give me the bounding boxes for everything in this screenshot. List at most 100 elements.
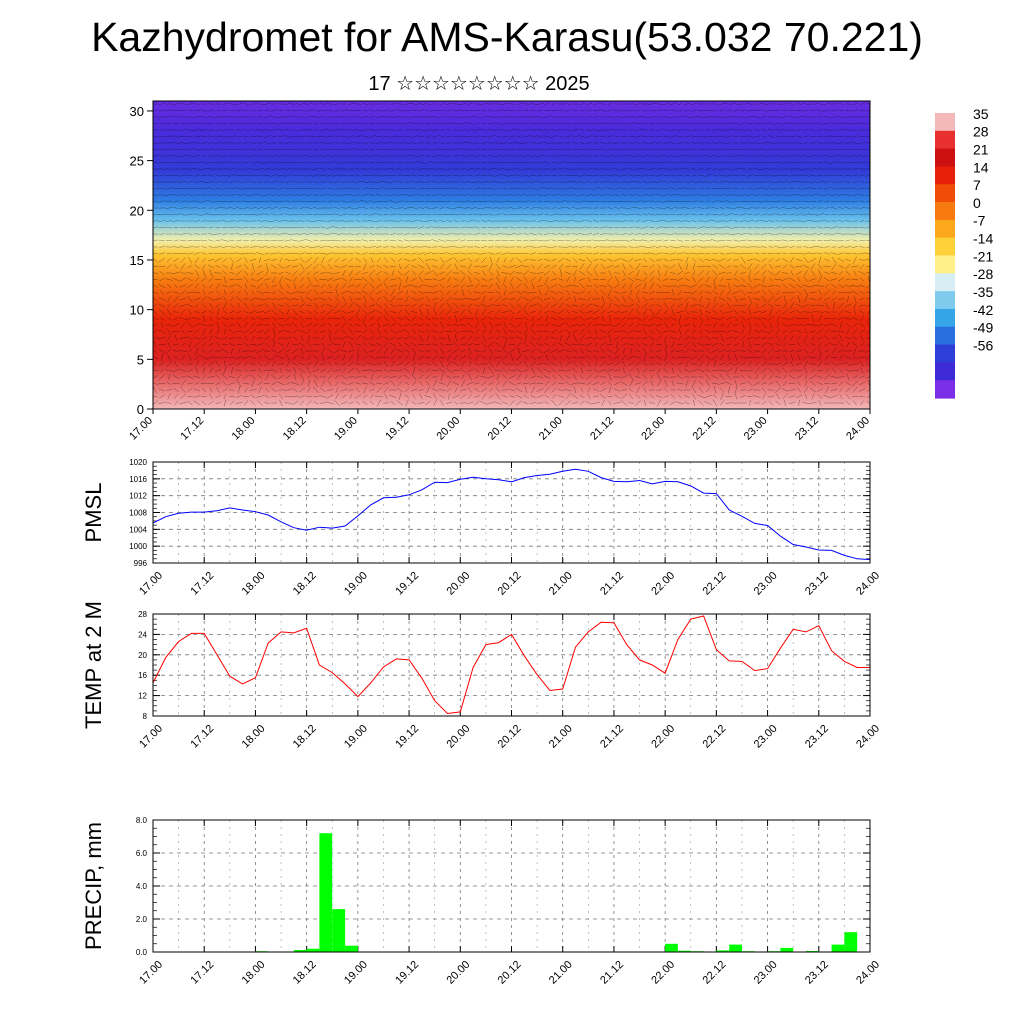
wind-barb [342, 341, 346, 348]
wind-barb [754, 122, 760, 125]
wind-barb [550, 129, 558, 131]
wind-barb [655, 174, 663, 177]
wind-barb [187, 395, 193, 398]
wind-barb [277, 148, 285, 151]
wind-barb [474, 304, 480, 307]
wind-barb [607, 148, 613, 151]
wind-barb [543, 349, 551, 353]
wind-barb [551, 394, 557, 399]
wind-barb [459, 330, 467, 333]
wind-barb [558, 278, 564, 281]
wind-barb [349, 277, 353, 282]
wind-barb [459, 213, 467, 216]
wind-barb [865, 291, 870, 293]
wind-barb [676, 374, 684, 380]
wind-barb [600, 302, 606, 309]
wind-barb [307, 387, 311, 393]
wind-barb [179, 239, 187, 242]
wind-barb [284, 135, 292, 138]
wind-barb [824, 271, 830, 275]
wind-barb [384, 393, 388, 400]
wind-barb [529, 180, 537, 184]
wind-barb [865, 259, 870, 261]
wind-barb [825, 302, 829, 309]
wind-barb [767, 141, 775, 145]
wind-barb [153, 356, 159, 359]
wind-barb [767, 367, 775, 374]
wind-barb [474, 368, 480, 373]
wind-barb [390, 115, 396, 119]
wind-barb [858, 252, 866, 255]
wind-barb [781, 154, 789, 158]
wind-barb [452, 161, 460, 164]
wind-barb [711, 155, 719, 157]
wind-barb [599, 122, 607, 125]
wind-barb [397, 141, 403, 145]
wind-barb [284, 330, 292, 333]
wind-barb [515, 336, 523, 340]
wind-barb [522, 154, 530, 158]
wind-barb [404, 361, 410, 367]
x-tick-label: 21.12 [588, 415, 616, 443]
wind-barb [796, 129, 802, 131]
wind-barb [432, 278, 438, 281]
wind-barb [473, 350, 481, 352]
wind-barb [740, 316, 746, 321]
wind-barb [361, 135, 369, 138]
wind-barb [760, 141, 768, 145]
wind-barb [396, 109, 404, 112]
wind-barb [228, 246, 236, 248]
wind-barb [522, 270, 530, 276]
wind-barb [244, 257, 248, 263]
wind-barb [684, 395, 690, 398]
wind-barb [459, 265, 467, 268]
wind-barb [621, 342, 627, 347]
wind-barb [417, 355, 425, 360]
wind-barb [732, 168, 740, 170]
wind-barb [480, 116, 488, 118]
colorbar-swatch [935, 237, 955, 257]
wind-barb [530, 386, 536, 394]
wind-barb [788, 375, 796, 379]
wind-barb [256, 161, 264, 164]
wind-barb [746, 135, 754, 138]
wind-barb [578, 252, 586, 255]
wind-barb [587, 361, 591, 367]
wind-barb [340, 167, 348, 171]
wind-barb [529, 246, 537, 248]
wind-barb [746, 258, 754, 262]
wind-barb [298, 128, 306, 132]
wind-barb [592, 116, 600, 118]
wind-barb [720, 354, 724, 361]
wind-barb [368, 310, 376, 314]
wind-barb [291, 298, 299, 300]
wind-barb [725, 232, 733, 236]
colorbar-swatch [935, 291, 955, 310]
wind-barb [368, 213, 376, 216]
wind-barb [214, 200, 222, 203]
wind-barb [459, 194, 467, 196]
wind-barb [564, 246, 572, 248]
wind-barb [704, 291, 712, 294]
wind-barb [809, 193, 817, 197]
wind-barb [340, 252, 348, 255]
wind-barb [348, 265, 354, 268]
wind-barb [676, 382, 684, 385]
wind-barb [684, 317, 690, 320]
wind-barb [623, 367, 625, 374]
wind-barb [648, 174, 656, 177]
wind-barb [438, 239, 446, 242]
colorbar-swatch [935, 166, 955, 185]
wind-barb [474, 343, 480, 346]
wind-barb [516, 135, 522, 138]
wind-barb [839, 387, 843, 393]
wind-barb [481, 207, 487, 209]
wind-barb [348, 316, 354, 321]
wind-barb [488, 303, 494, 308]
wind-barb [369, 316, 375, 321]
wind-barb [250, 239, 256, 242]
wind-barb [599, 233, 607, 235]
wind-barb [523, 369, 529, 372]
wind-barb [291, 322, 299, 328]
wind-barb [354, 343, 362, 346]
